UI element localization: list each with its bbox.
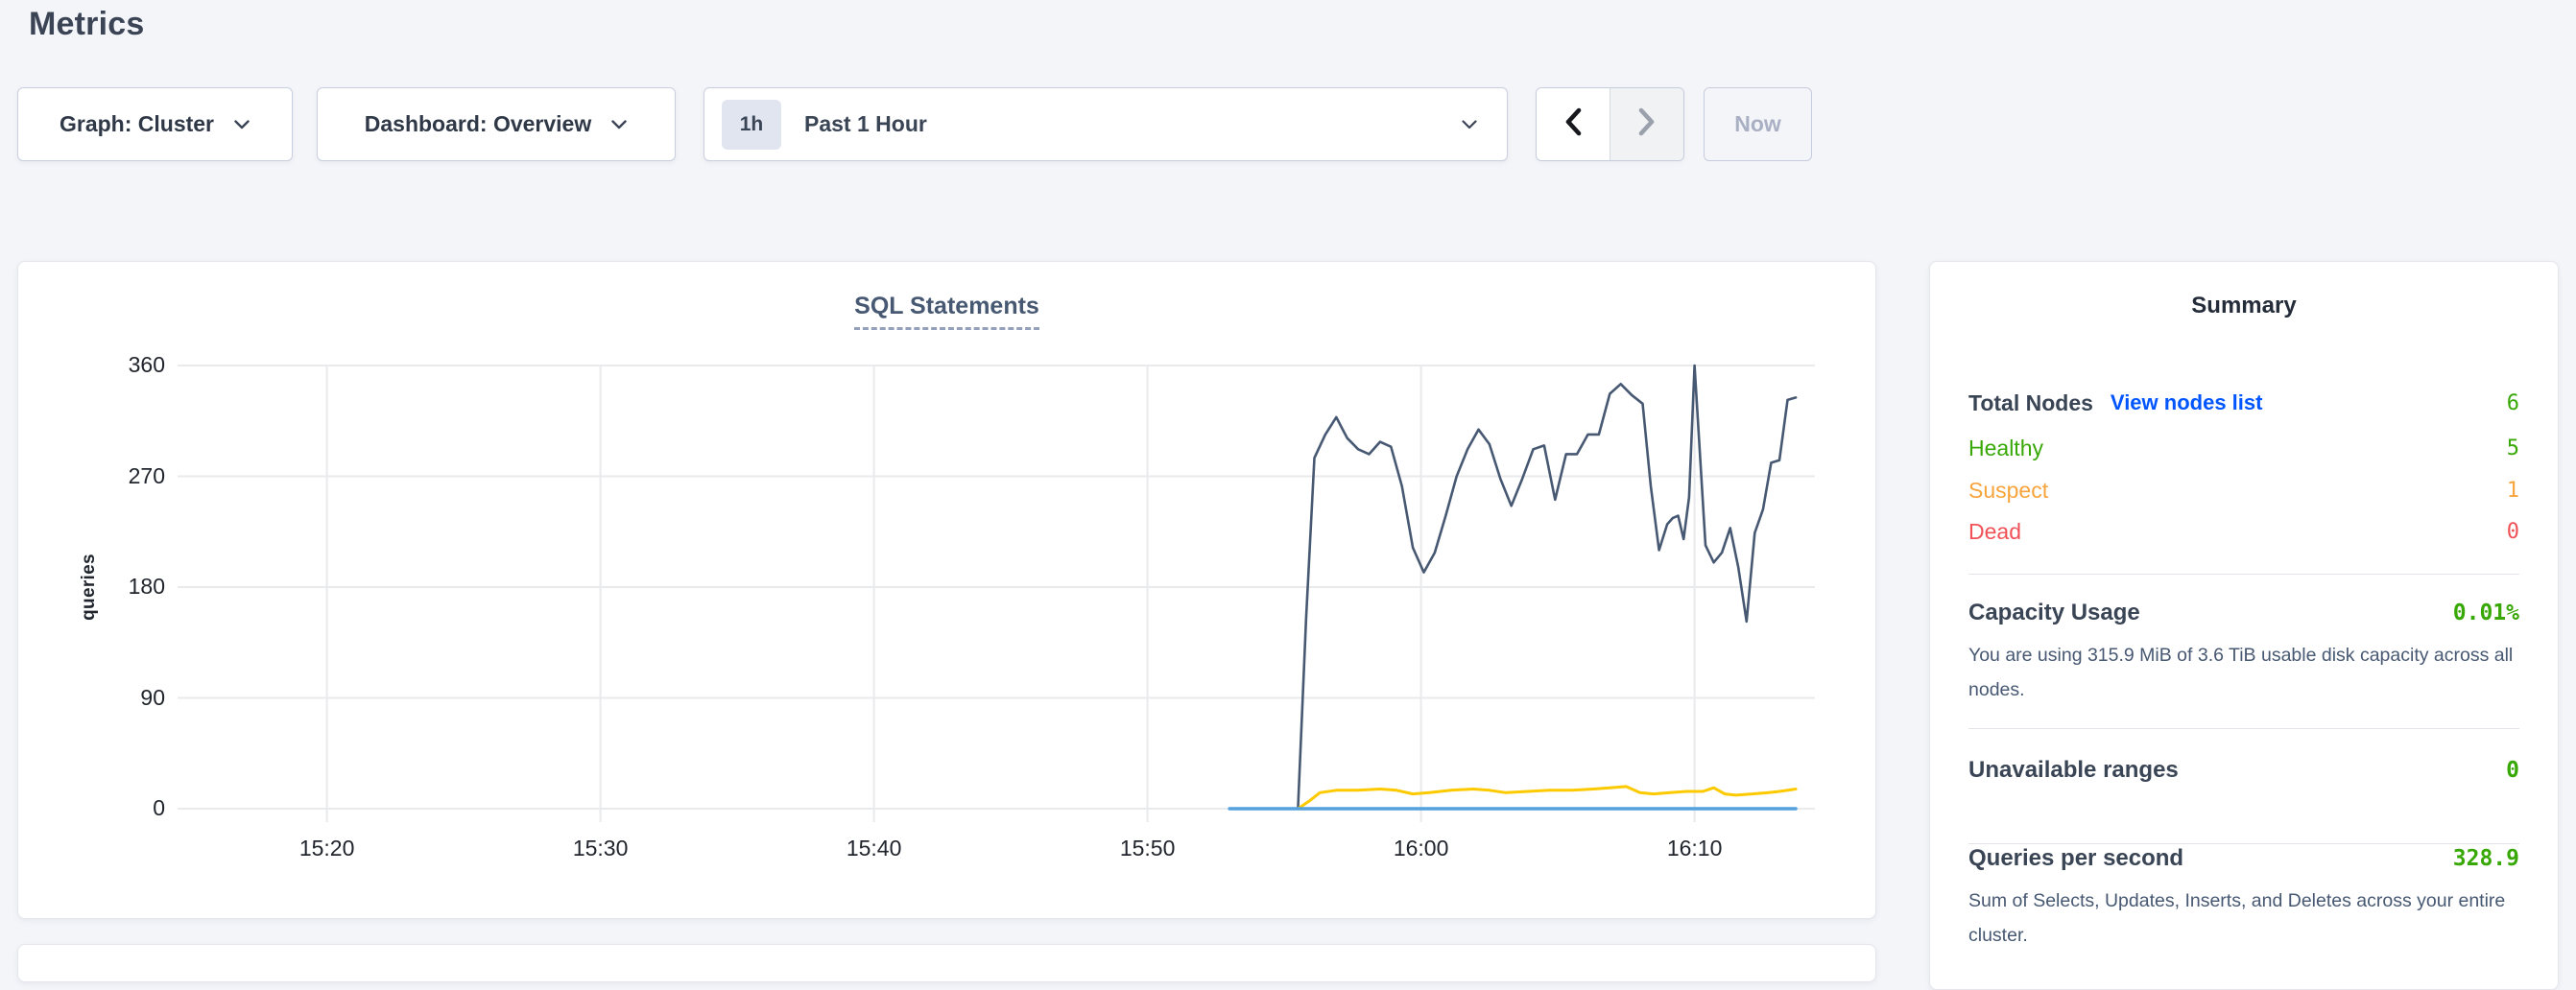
queries-per-second-value: 328.9 — [2452, 846, 2519, 871]
capacity-usage-label: Capacity Usage — [1968, 600, 2140, 625]
view-nodes-list-link[interactable]: View nodes list — [2110, 390, 2263, 414]
x-tick-label: 15:40 — [846, 836, 902, 860]
chevron-left-icon — [1563, 106, 1583, 142]
x-tick-label: 16:10 — [1666, 836, 1723, 860]
total-nodes-label: Total Nodes — [1968, 389, 2093, 415]
now-button[interactable]: Now — [1704, 87, 1812, 161]
queries-per-second-row: Queries per second 328.9 — [1968, 845, 2519, 872]
chevron-down-icon — [1461, 119, 1478, 130]
y-tick-label: 180 — [128, 574, 165, 599]
capacity-usage-description: You are using 315.9 MiB of 3.6 TiB usabl… — [1968, 645, 2514, 700]
dead-label: Dead — [1968, 518, 2021, 544]
queries-per-second-description: Sum of Selects, Updates, Inserts, and De… — [1968, 890, 2506, 946]
summary-panel: Summary Total Nodes View nodes list 6 He… — [1929, 261, 2559, 990]
graph-scope-label: Graph: Cluster — [59, 111, 215, 136]
y-tick-label: 360 — [128, 352, 165, 377]
next-time-window-button[interactable] — [1610, 88, 1683, 160]
capacity-usage-value: 0.01% — [2452, 601, 2519, 625]
chart-title[interactable]: SQL Statements — [854, 293, 1039, 330]
chevron-right-icon — [1637, 106, 1657, 142]
x-tick-label: 15:30 — [572, 836, 629, 860]
healthy-value: 5 — [2506, 436, 2519, 460]
suspect-nodes-row: Suspect 1 — [1968, 468, 2519, 512]
capacity-usage-row: Capacity Usage 0.01% — [1968, 600, 2519, 626]
y-tick-label: 0 — [153, 795, 165, 820]
summary-title: Summary — [2191, 293, 2297, 318]
metrics-page: Metrics Graph: Cluster Dashboard: Overvi… — [17, 6, 2559, 990]
chevron-down-icon — [610, 119, 628, 130]
divider — [1968, 843, 2519, 844]
x-tick-label: 16:00 — [1393, 836, 1449, 860]
total-nodes-row: Total Nodes View nodes list 6 — [1968, 381, 2519, 425]
healthy-nodes-row: Healthy 5 — [1968, 426, 2519, 470]
graph-scope-dropdown[interactable]: Graph: Cluster — [17, 87, 293, 161]
divider — [1968, 728, 2519, 729]
next-chart-card — [17, 944, 1876, 982]
time-window-pager — [1536, 87, 1684, 161]
dead-nodes-row: Dead 0 — [1968, 509, 2519, 554]
healthy-label: Healthy — [1968, 435, 2043, 460]
page-title: Metrics — [29, 6, 145, 42]
unavailable-ranges-value: 0 — [2506, 758, 2519, 783]
chevron-down-icon — [233, 119, 250, 130]
y-axis-ticks: 0 90 180 270 360 — [76, 352, 179, 820]
sql-statements-chart[interactable] — [178, 364, 1815, 822]
x-axis-ticks: 15:20 15:30 15:40 15:50 16:00 16:10 — [193, 836, 1815, 864]
dashboard-dropdown[interactable]: Dashboard: Overview — [317, 87, 676, 161]
suspect-label: Suspect — [1968, 477, 2049, 503]
unavailable-ranges-row: Unavailable ranges 0 — [1968, 757, 2519, 784]
dead-value: 0 — [2506, 519, 2519, 544]
x-tick-label: 15:20 — [298, 836, 355, 860]
unavailable-ranges-label: Unavailable ranges — [1968, 757, 2179, 783]
total-nodes-value: 6 — [2506, 390, 2519, 415]
dashboard-label: Dashboard: Overview — [364, 111, 592, 136]
divider — [1968, 574, 2519, 575]
sql-statements-card: SQL Statements queries 0 90 180 270 360 15:2… — [17, 261, 1876, 919]
suspect-value: 1 — [2506, 478, 2519, 503]
previous-time-window-button[interactable] — [1537, 88, 1610, 160]
y-tick-label: 90 — [140, 684, 165, 710]
time-range-dropdown[interactable]: 1h Past 1 Hour — [704, 87, 1508, 161]
queries-per-second-label: Queries per second — [1968, 845, 2184, 871]
time-range-label: Past 1 Hour — [804, 111, 927, 136]
x-tick-label: 15:50 — [1119, 836, 1176, 860]
y-tick-label: 270 — [128, 462, 165, 488]
time-range-badge: 1h — [722, 99, 781, 150]
